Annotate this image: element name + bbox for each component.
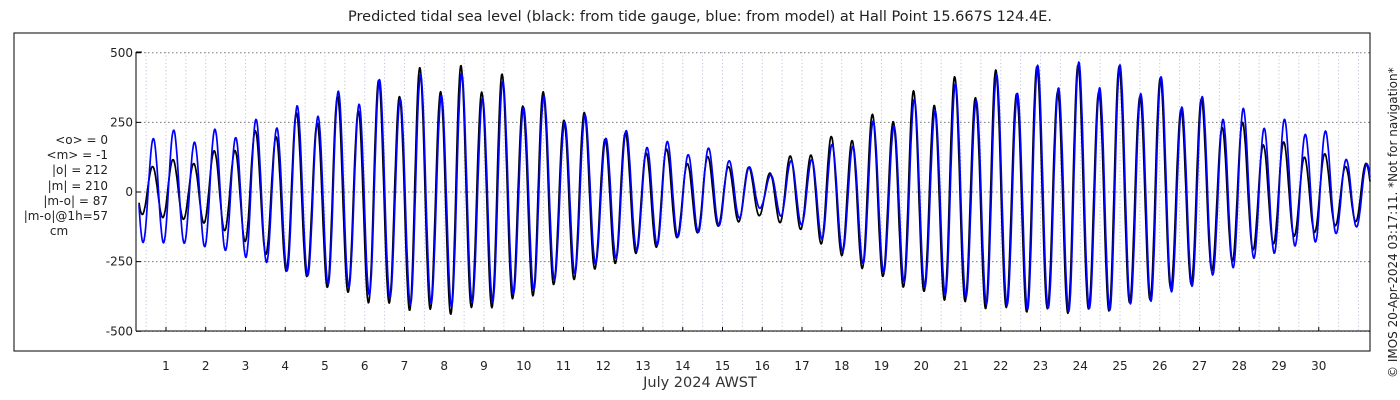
y-tick-label: -250 — [106, 255, 133, 269]
x-tick-label: 21 — [953, 359, 968, 373]
x-axis-label: July 2024 AWST — [643, 375, 757, 391]
stat-mean-model: <m> = -1 — [46, 148, 108, 163]
stat-abs-obs: |o| = 212 — [51, 163, 108, 178]
x-tick-label: 13 — [635, 359, 650, 373]
x-tick-label: 9 — [480, 359, 488, 373]
x-tick-label: 17 — [794, 359, 809, 373]
stat-unit: cm — [49, 224, 69, 239]
x-tick-label: 7 — [401, 359, 409, 373]
x-tick-label: 26 — [1152, 359, 1167, 373]
series-line-model — [138, 61, 1371, 313]
stat-abs-diff: |m-o| = 87 — [43, 193, 108, 208]
x-tick-label: 1 — [162, 359, 170, 373]
x-tick-label: 8 — [440, 359, 448, 373]
stat-abs-model: |m| = 210 — [47, 178, 108, 193]
chart-title: Predicted tidal sea level (black: from t… — [348, 9, 1052, 25]
copyright-note: © IMOS 20-Apr-2024 03:17:11. *Not for na… — [1386, 67, 1400, 378]
x-tick-label: 2 — [202, 359, 210, 373]
x-tick-label: 18 — [834, 359, 849, 373]
x-tick-label: 10 — [516, 359, 531, 373]
x-tick-label: 14 — [675, 359, 690, 373]
x-tick-label: 6 — [361, 359, 369, 373]
x-tick-label: 22 — [993, 359, 1008, 373]
x-tick-label: 20 — [914, 359, 929, 373]
y-tick-label: 250 — [110, 115, 133, 129]
x-tick-label: 29 — [1271, 359, 1286, 373]
y-tick-label: 500 — [110, 46, 133, 60]
y-tick-label: -500 — [106, 324, 133, 338]
x-tick-label: 15 — [715, 359, 730, 373]
x-tick-label: 25 — [1112, 359, 1127, 373]
stat-abs-diff-1h: |m-o|@1h=57 — [23, 209, 108, 224]
x-tick-label: 28 — [1232, 359, 1247, 373]
stats-panel: <o> = 0 <m> = -1 |o| = 212 |m| = 210 |m-… — [0, 133, 108, 239]
x-tick-label: 23 — [1033, 359, 1048, 373]
x-tick-label: 19 — [874, 359, 889, 373]
x-tick-label: 11 — [556, 359, 571, 373]
x-tick-label: 12 — [596, 359, 611, 373]
x-tick-label: 4 — [281, 359, 289, 373]
x-tick-label: 16 — [755, 359, 770, 373]
x-tick-label: 30 — [1311, 359, 1326, 373]
x-tick-label: 27 — [1192, 359, 1207, 373]
x-tick-label: 3 — [242, 359, 250, 373]
series-group — [138, 61, 1371, 315]
y-tick-label: 0 — [125, 185, 133, 199]
x-tick-label: 5 — [321, 359, 329, 373]
stat-mean-obs: <o> = 0 — [55, 133, 108, 147]
x-tick-label: 24 — [1073, 359, 1088, 373]
